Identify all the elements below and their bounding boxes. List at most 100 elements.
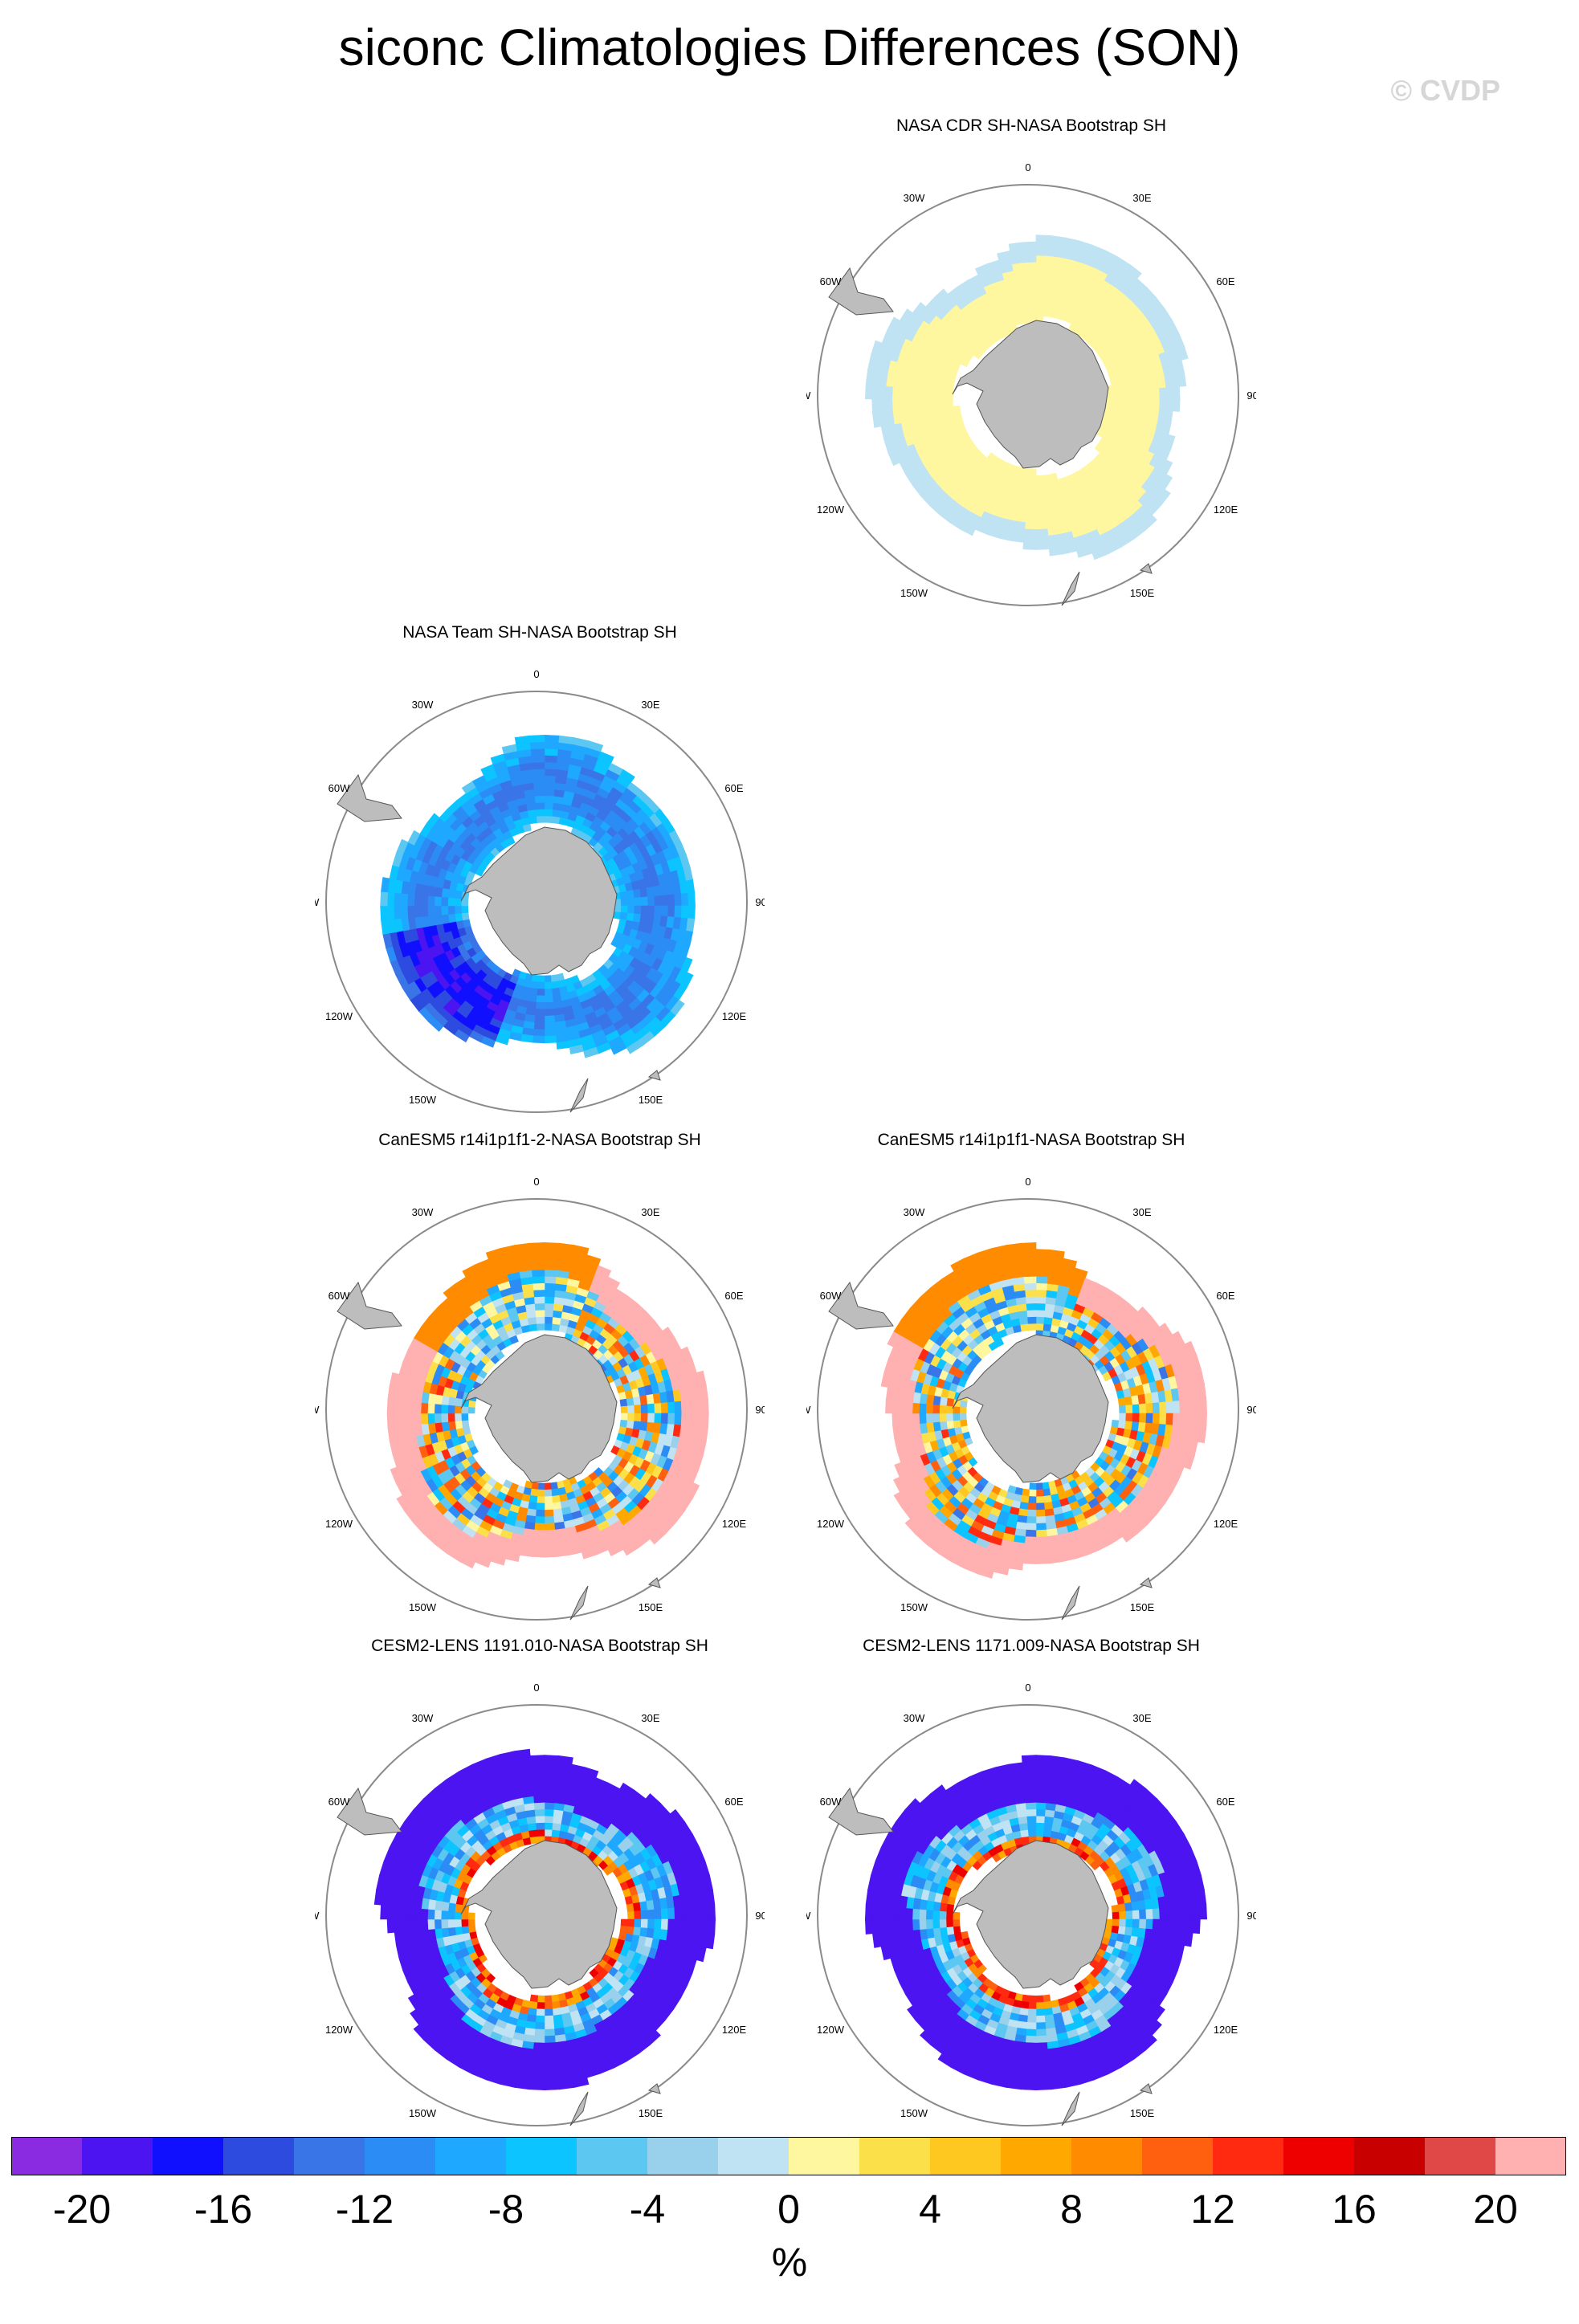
ice-cell bbox=[532, 2055, 545, 2064]
longitude-label: 90E bbox=[1246, 389, 1256, 402]
longitude-label: 90W bbox=[806, 389, 811, 402]
ice-cell bbox=[434, 1413, 442, 1424]
ice-cell bbox=[945, 1413, 953, 1422]
ice-cell bbox=[1172, 386, 1181, 400]
ice-cell bbox=[454, 1420, 463, 1429]
ice-cell bbox=[533, 1295, 545, 1304]
ice-cell bbox=[532, 2049, 545, 2057]
ice-cell bbox=[454, 1926, 463, 1935]
ice-cell bbox=[607, 1543, 624, 1557]
ice-cell bbox=[892, 1401, 900, 1414]
ice-cell bbox=[905, 387, 913, 400]
longitude-label: 120W bbox=[325, 1518, 353, 1530]
ice-cell bbox=[1177, 345, 1189, 361]
ice-cell bbox=[1025, 2028, 1037, 2037]
ice-cell bbox=[1179, 1413, 1187, 1427]
ice-cell bbox=[945, 1420, 955, 1429]
ice-cell bbox=[533, 1523, 545, 1531]
ice-cell bbox=[1035, 515, 1047, 524]
ice-cell bbox=[1049, 1250, 1065, 1259]
ice-cell bbox=[694, 1918, 703, 1934]
ice-cell bbox=[440, 1413, 449, 1423]
ice-cell bbox=[647, 1909, 655, 1920]
ice-cell bbox=[551, 1323, 561, 1332]
ice-cell bbox=[893, 1491, 908, 1508]
ice-cell bbox=[1112, 391, 1120, 400]
longitude-label: 60W bbox=[820, 1290, 842, 1302]
ice-cell bbox=[939, 1910, 947, 1920]
ice-cell bbox=[414, 1413, 422, 1425]
south-america-landmass bbox=[828, 1281, 894, 1330]
south-america-landmass bbox=[828, 267, 894, 316]
ice-cell bbox=[454, 1413, 462, 1422]
ice-cell bbox=[569, 1044, 584, 1055]
ice-cell bbox=[1035, 1995, 1044, 2004]
ice-cell bbox=[532, 1035, 545, 1044]
ice-cell bbox=[544, 801, 554, 810]
ice-cell bbox=[400, 893, 409, 907]
ice-cell bbox=[1035, 508, 1047, 517]
ice-cell bbox=[634, 1413, 642, 1422]
ice-cell bbox=[1145, 1413, 1154, 1425]
ice-cell bbox=[1117, 406, 1127, 415]
ice-cell bbox=[619, 891, 628, 900]
south-america-landmass bbox=[337, 1281, 402, 1330]
ice-cell bbox=[544, 2035, 556, 2044]
ice-cell bbox=[687, 1906, 696, 1920]
ice-cell bbox=[387, 1425, 397, 1441]
ice-cell bbox=[400, 1401, 409, 1414]
ice-cell bbox=[1165, 1413, 1174, 1426]
ice-cell bbox=[918, 388, 927, 400]
ice-cell bbox=[532, 1275, 545, 1284]
ice-cell bbox=[1027, 1502, 1037, 1511]
ice-cell bbox=[381, 877, 390, 893]
panel-title: CESM2-LENS 1191.010-NASA Bootstrap SH bbox=[371, 1637, 708, 1655]
ice-cell bbox=[1020, 1829, 1030, 1838]
ice-cell bbox=[1165, 1401, 1174, 1414]
ice-cell bbox=[394, 1400, 402, 1414]
antarctica-landmass bbox=[952, 1334, 1109, 1483]
ice-cell bbox=[544, 1549, 557, 1558]
ice-cell bbox=[461, 1419, 470, 1429]
longitude-label: 90W bbox=[806, 1404, 811, 1416]
ice-cell bbox=[627, 1405, 635, 1414]
longitude-label: 90E bbox=[1246, 1404, 1256, 1416]
ice-cell bbox=[1125, 1413, 1133, 1422]
longitude-label: 30E bbox=[1132, 1206, 1151, 1218]
tasmania-landmass bbox=[647, 1070, 661, 1081]
ice-cell bbox=[627, 1918, 635, 1928]
ice-cell bbox=[634, 1405, 642, 1414]
ice-cell bbox=[945, 406, 955, 415]
new-zealand-landmass bbox=[569, 1078, 589, 1113]
ice-cell bbox=[544, 1242, 560, 1250]
ice-cell bbox=[426, 895, 435, 907]
longitude-label: 60W bbox=[328, 1290, 350, 1302]
ice-cell bbox=[647, 1403, 655, 1414]
longitude-label: 30E bbox=[641, 1206, 659, 1218]
ice-cell bbox=[627, 905, 635, 915]
ice-cell bbox=[878, 398, 887, 414]
ice-cell bbox=[529, 1242, 545, 1250]
ice-cell bbox=[1035, 495, 1046, 504]
ice-cell bbox=[1022, 542, 1037, 550]
ice-cell bbox=[1117, 1926, 1127, 1935]
longitude-label: 120W bbox=[325, 1010, 353, 1022]
ice-cell bbox=[1119, 1413, 1127, 1422]
ice-cell bbox=[529, 2082, 545, 2091]
ice-cell bbox=[533, 2035, 545, 2044]
ice-cell bbox=[654, 1918, 663, 1931]
ice-cell bbox=[414, 1907, 422, 1920]
ice-cell bbox=[550, 1482, 558, 1490]
longitude-label: 90W bbox=[315, 896, 320, 908]
ice-cell bbox=[536, 1829, 545, 1837]
panel-title: CanESM5 r14i1p1f1-2-NASA Bootstrap SH bbox=[378, 1131, 701, 1149]
longitude-label: 0 bbox=[533, 668, 539, 680]
ice-cell bbox=[536, 815, 545, 823]
longitude-label: 30W bbox=[904, 192, 925, 204]
ice-cell bbox=[1035, 1323, 1045, 1331]
ice-cell bbox=[544, 1808, 555, 1816]
ice-cell bbox=[556, 1040, 570, 1050]
ice-cell bbox=[406, 1906, 415, 1920]
ice-cell bbox=[932, 1404, 940, 1414]
ice-cell bbox=[531, 1262, 545, 1270]
